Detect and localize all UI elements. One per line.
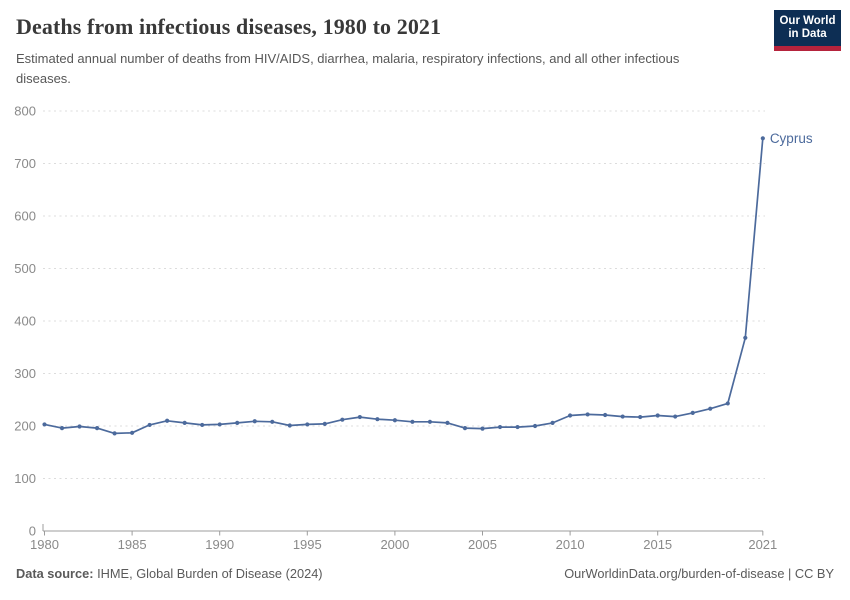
y-tick-label: 500 xyxy=(14,261,36,276)
x-tick-label: 1990 xyxy=(205,537,234,552)
data-point xyxy=(760,136,765,141)
data-point xyxy=(182,420,187,425)
data-point xyxy=(655,413,660,418)
data-point xyxy=(445,420,450,425)
data-point xyxy=(357,414,362,420)
y-tick-label: 700 xyxy=(14,156,36,171)
series-end-label[interactable]: Cyprus xyxy=(770,131,813,146)
data-point xyxy=(725,401,730,406)
data-point xyxy=(410,419,415,424)
data-point xyxy=(743,335,748,340)
y-tick-label: 200 xyxy=(14,419,36,434)
credit-link[interactable]: OurWorldinData.org/burden-of-disease | C… xyxy=(564,566,834,581)
data-point xyxy=(305,422,310,427)
data-point xyxy=(480,426,485,431)
data-point xyxy=(147,422,152,428)
data-point xyxy=(59,426,65,431)
data-point xyxy=(603,412,608,418)
data-point xyxy=(585,412,590,417)
data-point xyxy=(340,417,345,422)
data-point xyxy=(690,410,695,415)
x-tick-label: 1985 xyxy=(118,537,147,552)
x-tick-label: 2000 xyxy=(380,537,409,552)
data-point xyxy=(497,424,503,430)
y-tick-label: 0 xyxy=(29,524,36,539)
y-tick-label: 100 xyxy=(14,471,36,486)
owid-logo[interactable]: Our World in Data xyxy=(774,10,841,51)
x-tick-label: 1995 xyxy=(293,537,322,552)
x-tick-label: 2015 xyxy=(643,537,672,552)
data-point xyxy=(427,419,433,424)
data-point xyxy=(322,421,327,426)
data-point xyxy=(620,414,625,419)
data-point xyxy=(673,414,678,419)
data-point xyxy=(217,422,222,427)
owid-logo-line1: Our World xyxy=(779,15,836,27)
data-point xyxy=(77,424,82,429)
data-point xyxy=(130,430,135,435)
y-tick-label: 400 xyxy=(14,314,36,329)
data-point xyxy=(708,406,713,411)
data-source-label: Data source: xyxy=(16,566,94,581)
data-point xyxy=(112,431,117,436)
data-point xyxy=(462,426,468,431)
data-point xyxy=(392,418,397,423)
data-point xyxy=(532,423,538,429)
data-source: Data source: IHME, Global Burden of Dise… xyxy=(16,566,323,581)
y-tick-label: 800 xyxy=(14,104,36,119)
data-point xyxy=(94,426,100,431)
data-line xyxy=(43,137,764,435)
chart-title: Deaths from infectious diseases, 1980 to… xyxy=(16,14,442,39)
data-point xyxy=(165,418,170,423)
data-point xyxy=(375,417,380,422)
data-point xyxy=(200,422,205,428)
chart-footer: Data source: IHME, Global Burden of Dise… xyxy=(0,566,850,581)
data-point xyxy=(568,413,573,418)
x-tick-label: 1980 xyxy=(30,537,59,552)
data-point xyxy=(287,423,292,428)
x-tick-label: 2005 xyxy=(468,537,497,552)
data-point xyxy=(515,424,520,430)
data-point xyxy=(638,414,643,420)
data-source-value: IHME, Global Burden of Disease (2024) xyxy=(97,566,323,581)
data-point xyxy=(235,420,240,425)
y-tick-label: 300 xyxy=(14,366,36,381)
chart-header: Deaths from infectious diseases, 1980 to… xyxy=(16,14,836,89)
y-tick-label: 600 xyxy=(14,209,36,224)
owid-logo-line2: in Data xyxy=(788,28,827,40)
x-tick-label: 2021 xyxy=(748,537,777,552)
x-tick-label: 2010 xyxy=(556,537,585,552)
data-point xyxy=(550,420,555,425)
chart-canvas[interactable]: 0 100 200 300 400 500 600 700 800 1980 1985 1990 199… xyxy=(0,95,850,565)
data-point xyxy=(270,419,275,424)
data-point xyxy=(252,419,257,424)
data-point xyxy=(42,422,47,427)
chart-subtitle: Estimated annual number of deaths from H… xyxy=(16,51,680,86)
